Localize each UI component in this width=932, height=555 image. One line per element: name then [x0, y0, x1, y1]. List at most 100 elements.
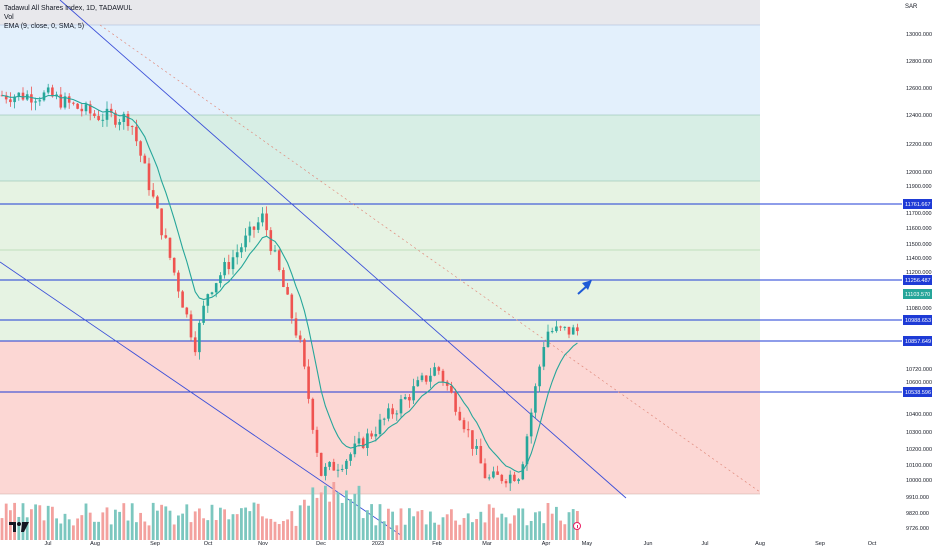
volume-bar [130, 503, 134, 540]
volume-bar [273, 521, 277, 540]
candle-body [504, 481, 508, 484]
candle-body [311, 398, 315, 430]
candle-body [105, 108, 109, 120]
chart-legend: Tadawul All Shares Index, 1D, TADAWUL Vo… [4, 4, 132, 31]
candle-body [349, 454, 352, 461]
y-tick-label: 11700.000 [906, 211, 932, 217]
candle-body [290, 294, 294, 319]
volume-bar [294, 525, 298, 540]
candle-body [307, 366, 310, 399]
candle-body [441, 370, 445, 382]
volume-bar [76, 518, 79, 540]
volume-bar [303, 499, 306, 540]
time-axis[interactable]: Jul Aug Sep Oct Nov Dec 2023 Feb Mar Apr May Jun Jul… [44, 541, 876, 547]
volume-bar [151, 502, 155, 540]
zone-blue [0, 25, 760, 115]
volume-bar [219, 507, 222, 540]
candle-body [420, 375, 424, 381]
candle-body [408, 397, 411, 401]
volume-bar [466, 513, 470, 540]
volume-bar [340, 502, 344, 540]
symbol-title[interactable]: Tadawul All Shares Index, 1D, TADAWUL [4, 5, 133, 12]
volume-bar [374, 525, 378, 540]
y-tick-label: 10200.000 [906, 447, 932, 453]
candle-body [361, 438, 365, 449]
candle-body [240, 247, 243, 253]
volume-bar [59, 523, 63, 540]
zone-teal [0, 115, 760, 181]
candle-body [378, 419, 382, 435]
volume-bar [231, 514, 235, 540]
volume-bar [269, 518, 273, 540]
y-tick-label: 10600.000 [906, 380, 932, 386]
volume-bar [475, 519, 478, 540]
x-tick-label: Feb [432, 541, 441, 547]
volume-bar [500, 513, 504, 540]
candle-body [244, 235, 247, 248]
candle-body [202, 305, 205, 323]
top-band [0, 0, 760, 25]
candle-body [336, 469, 340, 471]
candle-body [63, 96, 67, 108]
candle-body [181, 291, 184, 308]
candle-body [382, 418, 386, 420]
x-tick-label: May [582, 541, 593, 547]
volume-bar [13, 502, 16, 540]
candle-body [546, 331, 550, 348]
x-tick-label: Aug [90, 541, 100, 547]
price-label: 10857.649 [905, 339, 931, 345]
y-tick-label: 12200.000 [906, 142, 932, 148]
volume-bar [454, 520, 457, 540]
price-label: 11103.570 [905, 292, 930, 298]
candle-body [126, 113, 130, 127]
event-flag-icon[interactable] [573, 522, 581, 530]
volume-bar [118, 511, 121, 540]
volume-bar [525, 525, 529, 540]
candle-body [576, 327, 579, 332]
x-tick-label: Jul [701, 541, 708, 547]
volume-bar [546, 503, 550, 540]
ema-legend[interactable]: EMA (9, close, 0, SMA, 5) [4, 23, 85, 30]
candle-body [538, 366, 541, 387]
volume-bar [164, 506, 168, 540]
candle-body [563, 326, 567, 328]
projection-arrow [577, 280, 592, 295]
candle-body [189, 314, 193, 338]
candle-body [395, 413, 399, 415]
y-tick-label: 12600.000 [906, 86, 932, 92]
price-axis[interactable]: 13000.000 12800.000 12600.000 12400.000 1220… [903, 32, 932, 532]
volume-bar [437, 524, 441, 540]
volume-bar [206, 520, 210, 540]
candle-body [72, 102, 75, 104]
candle-body [168, 237, 172, 258]
volume-bar [252, 502, 256, 540]
volume-bar [177, 515, 180, 540]
x-tick-label: Oct [868, 541, 877, 547]
volume-bar [4, 503, 8, 540]
volume-bar [332, 482, 336, 540]
candle-body [13, 96, 16, 103]
x-tick-label: Sep [150, 541, 160, 547]
candle-body [277, 250, 281, 271]
candlestick-series [0, 83, 579, 491]
volume-bar [508, 523, 512, 540]
volume-bar [353, 493, 357, 540]
candle-body [324, 466, 327, 476]
volume-legend[interactable]: Vol [4, 14, 14, 21]
volume-bar [17, 516, 21, 540]
candle-body [437, 367, 441, 371]
candle-body [156, 196, 159, 209]
candle-body [332, 461, 336, 471]
volume-bar [34, 504, 37, 540]
volume-bar [235, 514, 239, 540]
volume-bar [198, 508, 201, 540]
candle-body [496, 471, 499, 475]
candle-body [109, 108, 113, 113]
candle-body [265, 213, 268, 231]
candle-body [256, 222, 260, 230]
candle-body [550, 331, 554, 333]
candle-body [416, 380, 420, 387]
candle-body [471, 430, 474, 449]
